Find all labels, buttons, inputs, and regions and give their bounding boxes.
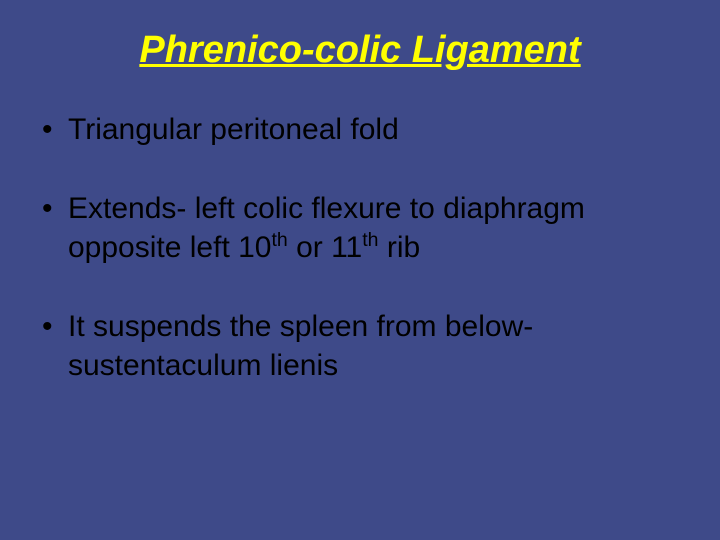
bullet-text: or 11 [288, 231, 363, 264]
bullet-item: Triangular peritoneal fold [40, 110, 680, 149]
bullet-item: It suspends the spleen from below- suste… [40, 307, 680, 385]
bullet-text: Triangular peritoneal fold [68, 113, 399, 146]
slide-title: Phrenico-colic Ligament [40, 28, 680, 74]
bullet-text: It suspends the spleen from below- suste… [68, 310, 533, 382]
ordinal-suffix: th [271, 229, 287, 251]
slide: Phrenico-colic Ligament Triangular perit… [0, 0, 720, 540]
bullet-list: Triangular peritoneal fold Extends- left … [40, 110, 680, 385]
bullet-text: rib [379, 231, 421, 264]
bullet-item: Extends- left colic flexure to diaphragm… [40, 189, 680, 267]
ordinal-suffix: th [362, 229, 378, 251]
